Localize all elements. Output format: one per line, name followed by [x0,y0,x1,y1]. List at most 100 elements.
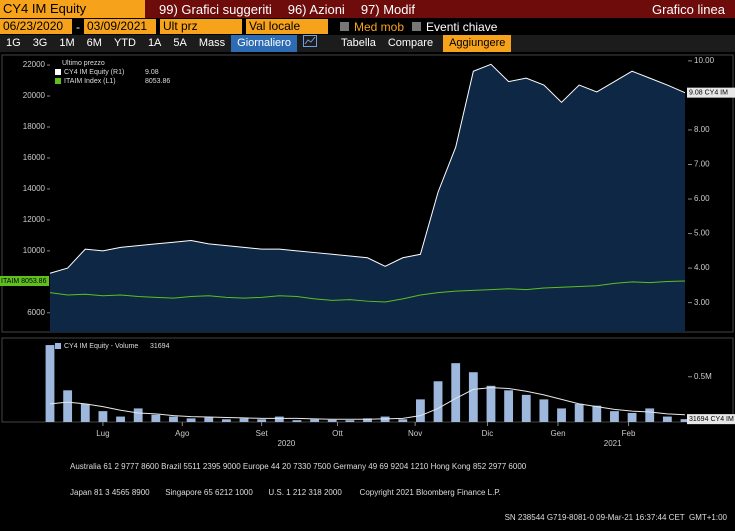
period-tab[interactable]: YTD [113,37,136,49]
controls-bar: 06/23/2020 - 03/09/2021 Ult prz Val loca… [0,18,735,35]
series-line [49,387,686,420]
legend-swatch [55,78,61,84]
y-tick-label: 14000 [23,184,46,193]
value-tag-name: CY4 IM [705,89,729,96]
date-separator: - [76,19,80,34]
legend-title: Ultimo prezzo [62,60,105,67]
value-tag: 9.08 CY4 IM [689,89,728,96]
title-bar: CY4 IM Equity 99) Grafici suggeriti 96) … [0,0,735,18]
chart-style[interactable]: Grafico linea [652,1,725,17]
period-tab[interactable]: 1A [147,37,162,49]
volume-bar [169,416,178,422]
x-tick-label: Ott [332,429,343,438]
interval-tab[interactable]: Giornaliero [231,35,297,52]
value-tag-number: 8053.86 [21,278,46,285]
legend-label: CY4 IM Equity - Volume [64,343,138,350]
y-tick-label: 10000 [23,246,46,255]
volume-bar [363,418,372,422]
chart-icon-glyph [302,35,317,47]
menu-item[interactable]: 96) Azioni [287,1,345,17]
volume-bar [345,420,355,422]
x-tick-label: Nov [408,429,422,438]
value-tag-number: 9.08 [689,89,703,96]
x-tick-label: Feb [622,429,636,438]
field-select[interactable]: Ult prz [160,19,242,34]
legend-label: ITAIM Index (L1) [64,78,116,85]
value-tag: 31694 CY4 IM [689,416,734,423]
menu-item[interactable]: 97) Modif [360,1,416,17]
table-tab[interactable]: Tabella [340,37,376,49]
value-tag: ITAIM 8053.86 [1,278,47,285]
add-tab[interactable]: Aggiungere [443,35,512,52]
value-tag-box [687,87,735,98]
legend-value: 9.08 [145,69,159,76]
volume-bar [557,408,566,422]
volume-bar [662,416,672,422]
toggle-label[interactable]: Eventi chiave [426,19,498,34]
chart: 6000 10000 12000 14000 16000 18000 20000 22000 3… [0,52,735,475]
x-tick-label: Ago [175,429,190,438]
volume-bar [627,412,637,422]
footer: Australia 61 2 9777 8600 Brazil 5511 239… [70,446,735,531]
currency-select[interactable]: Val locale [246,19,328,34]
volume-bar [274,416,284,422]
volume-bar [257,419,267,422]
x-group-label: 2021 [604,439,622,448]
toggle-label[interactable]: Med mob [354,19,405,34]
legend-value: 31694 [150,343,170,350]
volume-bar [592,405,602,422]
value-tag-box [687,414,735,425]
volume-bar [221,419,231,422]
x-tick-label: Lug [96,429,109,438]
volume-bar [539,399,549,422]
volume-bar [116,416,125,422]
volume-bar [310,419,319,422]
y2-tick-label: 10.00 [694,56,715,65]
y2-tick-label: 5.00 [694,229,710,238]
period-tab[interactable]: 1G [6,37,21,49]
period-tab[interactable]: 5A [173,37,187,49]
volume-bar [468,372,478,422]
x-group-label: 2020 [277,439,295,448]
x-tick-label: Set [256,429,269,438]
end-date[interactable]: 03/09/2021 [84,19,156,34]
start-date[interactable]: 06/23/2020 [0,19,72,34]
volume-bar [574,403,584,422]
volume-bar [398,419,408,422]
volume-bar [186,418,196,422]
checkbox[interactable] [340,22,349,31]
volume-bar [433,381,443,422]
series-area [50,64,685,332]
period-tab[interactable]: Mass [198,37,226,49]
footer-line: Japan 81 3 4565 8900 Singapore 65 6212 1… [70,487,501,497]
compare-tab[interactable]: Compare [387,37,434,49]
y2-tick-label: 4.00 [694,263,710,272]
period-tab[interactable]: 6M [86,37,102,49]
value-tag-box [0,275,49,286]
period-tab[interactable]: 1M [59,37,75,49]
period-tab[interactable]: 3G [32,37,48,49]
legend-swatch [55,343,61,349]
volume-bar [133,408,143,422]
volume-bar [521,394,531,422]
volume-bar [645,408,655,422]
y2-tick-label: 0.5M [694,372,712,381]
period-tabs: 1G 3G 1M 6M YTD 1A 5A Mass [0,35,231,52]
volume-bar [80,403,90,422]
ticker-field[interactable]: CY4 IM Equity [0,0,145,18]
series-line [49,63,686,274]
menu-item[interactable]: 99) Grafici suggeriti [159,1,272,17]
y-tick-label: 20000 [23,91,46,100]
legend-swatch [55,69,61,75]
checkbox[interactable] [412,22,422,31]
legend-label: CY4 IM Equity (R1) [64,69,124,76]
volume-bar [416,399,425,422]
x-tick-label: Dic [482,429,494,438]
volume-bar [151,414,161,422]
y2-tick-label: 8.00 [694,125,710,134]
y2-tick-label: 3.00 [694,298,710,307]
chart-icon[interactable] [297,35,323,52]
y-tick-label: 18000 [23,122,46,131]
value-tag-name: ITAIM [1,278,19,285]
x-tick-label: Gen [550,429,565,438]
